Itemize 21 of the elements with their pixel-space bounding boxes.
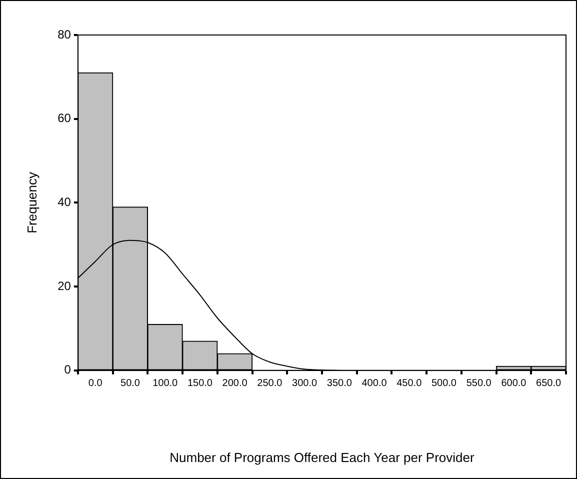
y-tick-label: 20 <box>58 278 72 293</box>
x-tick-label: 50.0 <box>120 378 140 390</box>
x-tick-label: 350.0 <box>326 378 352 390</box>
y-tick-label: 0 <box>64 362 72 377</box>
y-axis-title: Frequency <box>24 171 40 234</box>
x-tick-label: 100.0 <box>152 378 178 390</box>
x-axis-title: Number of Programs Offered Each Year per Provider <box>170 450 475 465</box>
y-tick-label: 40 <box>58 195 72 210</box>
x-tick-label: 600.0 <box>501 378 527 390</box>
x-tick-label: 0.0 <box>88 378 103 390</box>
x-tick-label: 450.0 <box>396 378 422 390</box>
x-tick-label: 250.0 <box>257 378 283 390</box>
y-tick-label: 60 <box>58 111 72 126</box>
x-tick-label: 200.0 <box>222 378 248 390</box>
x-tick-label: 300.0 <box>292 378 318 390</box>
x-tick-label: 150.0 <box>187 378 213 390</box>
x-tick-label: 550.0 <box>466 378 492 390</box>
y-tick-label: 80 <box>58 27 72 42</box>
x-tick-label: 650.0 <box>536 378 562 390</box>
x-tick-label: 400.0 <box>362 378 388 390</box>
x-tick-label: 500.0 <box>431 378 457 390</box>
